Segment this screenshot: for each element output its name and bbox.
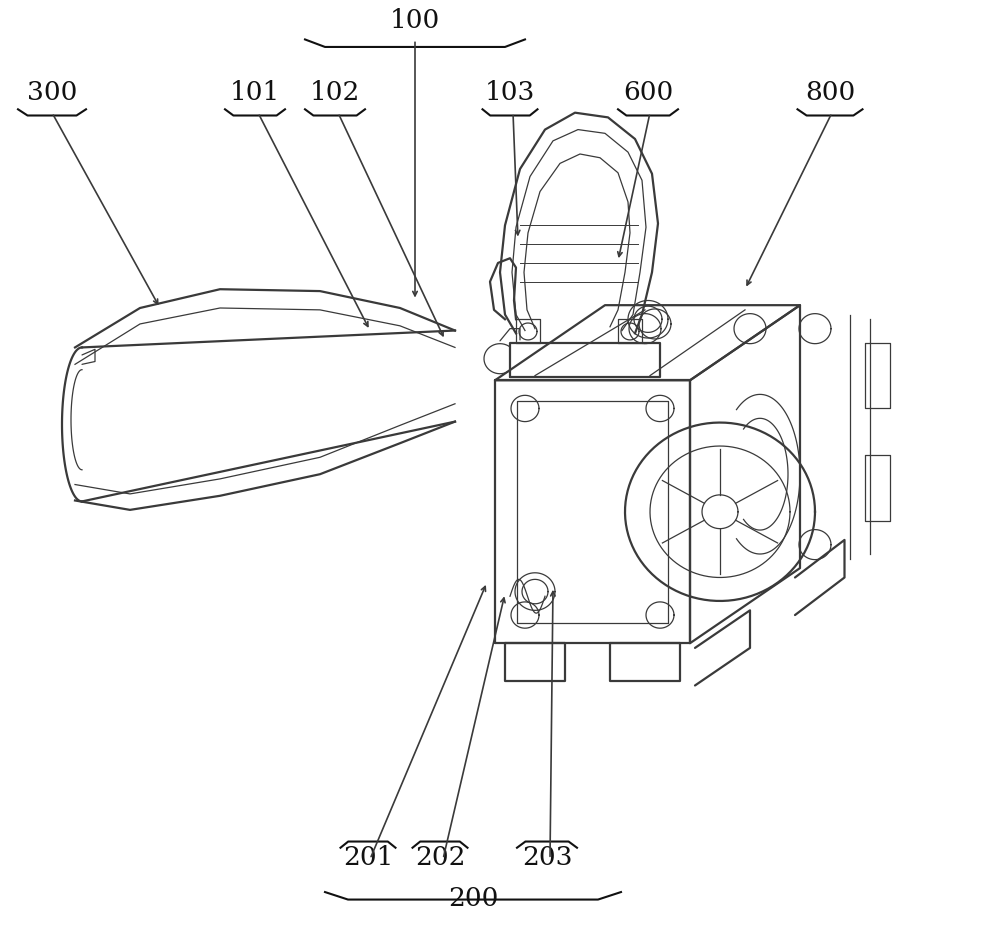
Text: 101: 101: [230, 80, 280, 105]
Text: 800: 800: [805, 80, 855, 105]
Text: 201: 201: [343, 845, 393, 870]
Text: 300: 300: [27, 80, 77, 105]
Text: 102: 102: [310, 80, 360, 105]
Text: 600: 600: [623, 80, 673, 105]
Text: 202: 202: [415, 845, 465, 870]
Text: 200: 200: [448, 885, 498, 911]
Text: 100: 100: [390, 8, 440, 33]
Text: 203: 203: [522, 845, 572, 870]
Text: 103: 103: [485, 80, 535, 105]
